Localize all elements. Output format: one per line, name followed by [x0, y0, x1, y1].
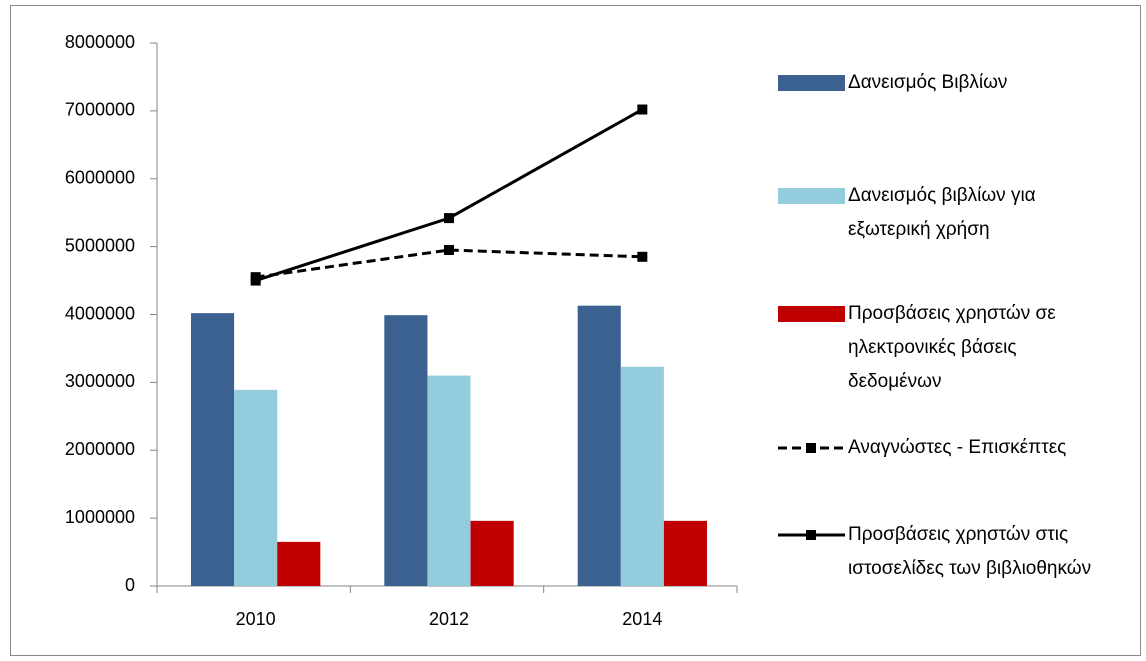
line-marker — [444, 245, 454, 256]
legend-entry: Προσβάσεις χρηστών στις ιστοσελίδες των … — [778, 518, 1106, 586]
y-tick-label: 2000000 — [65, 439, 135, 459]
bar — [190, 313, 235, 586]
line-marker — [250, 275, 261, 286]
legend-swatch — [778, 188, 845, 204]
legend-label: Αναγνώστες - Επισκέπτες — [848, 437, 1067, 458]
y-tick-label: 1000000 — [65, 507, 135, 527]
legend-entry: Δανεισμός Βιβλίων — [778, 66, 1106, 100]
y-tick-label: 8000000 — [65, 32, 135, 52]
bar — [577, 305, 621, 586]
legend-swatch — [778, 443, 845, 453]
legend-marker — [806, 530, 816, 540]
bar — [384, 315, 428, 586]
bar — [620, 366, 664, 586]
x-tick-label: 2014 — [622, 609, 662, 629]
bar — [234, 389, 278, 586]
bar — [470, 520, 514, 586]
legend-box — [778, 188, 845, 204]
line-series — [255, 248, 643, 279]
y-tick-label: 4000000 — [65, 303, 135, 323]
legend-entry: Αναγνώστες - Επισκέπτες — [778, 431, 1106, 465]
x-tick-label: 2012 — [429, 609, 469, 629]
legend-swatch — [778, 75, 845, 91]
y-tick-label: 0 — [125, 575, 135, 595]
legend-entry: Δανεισμός βιβλίων για εξωτερική χρήση — [778, 179, 1106, 247]
y-tick-label: 5000000 — [65, 235, 135, 255]
legend-label: Δανεισμός Βιβλίων — [848, 72, 1008, 93]
legend-label: Προσβάσεις χρηστών σε ηλεκτρονικές βάσει… — [848, 303, 1056, 392]
legend-entry: Προσβάσεις χρηστών σε ηλεκτρονικές βάσει… — [778, 297, 1106, 399]
legend-label: Προσβάσεις χρηστών στις ιστοσελίδες των … — [848, 524, 1092, 579]
legend-marker — [806, 443, 816, 453]
legend-box — [778, 75, 845, 91]
legend-label: Δανεισμός βιβλίων για εξωτερική χρήση — [848, 185, 1036, 240]
y-tick-label: 6000000 — [65, 168, 135, 188]
legend-box — [778, 306, 845, 322]
legend-swatch — [778, 530, 845, 540]
y-tick-label: 7000000 — [65, 100, 135, 120]
line-marker — [637, 104, 648, 115]
y-tick-label: 3000000 — [65, 371, 135, 391]
bar — [277, 541, 321, 586]
bar — [663, 520, 708, 586]
bar — [427, 375, 471, 586]
line-marker — [444, 213, 454, 224]
x-tick-label: 2010 — [236, 609, 276, 629]
legend-swatch — [778, 306, 845, 322]
line-marker — [637, 251, 648, 262]
